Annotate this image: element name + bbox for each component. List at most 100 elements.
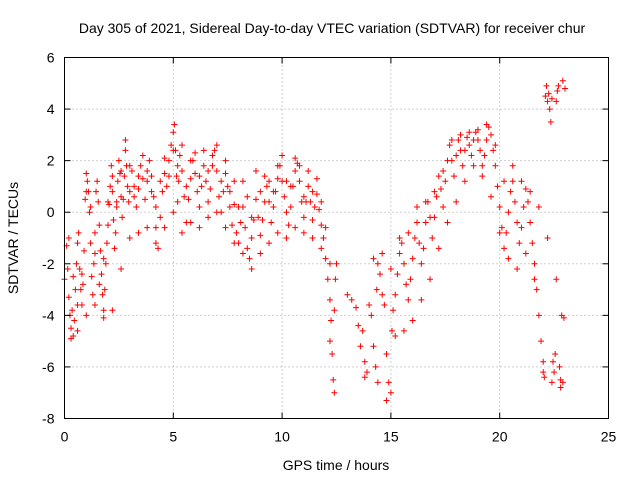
data-point [361,358,368,365]
data-point [388,327,395,334]
plot-frame [64,57,609,419]
data-point [548,379,555,386]
data-point [76,265,83,272]
data-point [505,255,512,262]
data-point [114,178,121,185]
data-point [65,235,72,241]
data-point [133,204,140,211]
data-point [233,229,240,236]
data-point [135,173,142,180]
data-point [87,204,94,211]
data-point [257,188,264,195]
data-point [435,173,442,180]
data-point [137,162,144,169]
data-point [113,204,120,211]
data-point [333,260,340,267]
data-point [237,219,244,226]
data-point [545,90,552,97]
data-point [120,196,127,203]
data-point [522,186,529,193]
data-point [157,214,164,221]
data-point [535,312,542,319]
data-point [414,204,421,211]
data-point [68,335,75,342]
data-point [541,374,548,381]
data-point [176,152,183,159]
data-point [205,198,212,205]
data-point [170,147,177,154]
data-point [550,358,557,365]
data-point [187,219,194,226]
data-point [196,173,203,180]
data-point [263,183,270,190]
data-point [374,379,381,386]
data-point [75,229,82,236]
data-point [231,240,238,247]
data-point [546,106,553,113]
data-point [392,291,399,298]
y-tick-label: 6 [47,50,55,66]
data-point [64,265,71,272]
data-point [95,198,102,205]
data-point [226,188,233,195]
data-point [559,379,566,386]
data-point [165,157,172,164]
data-point [196,204,203,211]
data-point [266,240,273,247]
x-tick-label: 10 [274,429,290,445]
data-point [407,276,414,283]
data-point [144,224,151,231]
data-point [91,229,98,236]
data-point [105,198,112,205]
data-point [100,255,107,262]
data-point [507,188,514,195]
data-point [483,121,490,128]
data-point [222,224,229,231]
data-point [385,379,392,386]
data-point [548,95,555,102]
data-point [179,167,186,174]
data-point [370,343,377,350]
data-point [361,374,368,381]
data-point [198,183,205,190]
data-point [559,77,566,84]
data-point [437,186,444,193]
series-group [61,77,568,396]
data-point [257,232,264,239]
data-point [91,250,98,257]
data-point [110,216,117,223]
data-point [109,188,116,195]
data-point [363,369,370,376]
data-point [313,175,320,182]
x-axis-label: GPS time / hours [283,457,390,473]
y-tick-labels: -8 -6 -4 -2 0 2 4 6 [42,50,55,427]
data-point [318,222,325,229]
data-point [161,170,168,177]
data-point [448,137,455,144]
data-point [492,142,499,149]
data-point [266,198,273,205]
data-point [390,307,397,314]
data-point [119,214,126,221]
data-point [379,291,386,298]
data-point [192,149,199,156]
data-point [84,178,91,185]
axis-ticks [64,57,609,419]
data-point [209,152,216,159]
data-point [157,178,164,185]
data-point [148,188,155,195]
data-point [124,183,131,190]
data-point [409,317,416,324]
data-point [344,291,351,298]
grid [64,57,609,419]
x-tick-label: 5 [169,429,177,445]
data-point [328,317,335,324]
data-point [533,286,540,293]
data-point [552,351,559,358]
data-point [557,384,564,391]
y-tick-label: 4 [47,101,55,117]
data-point [246,255,253,262]
data-point [274,175,281,182]
data-point [487,193,494,200]
data-point [81,247,88,254]
